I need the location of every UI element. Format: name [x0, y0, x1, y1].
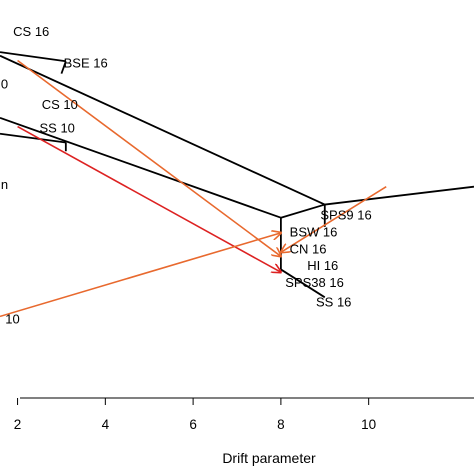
tree-edge-7	[60, 60, 67, 74]
migration-edge-0	[17, 59, 281, 256]
population-label-3: CS 10	[42, 97, 78, 112]
x-tick-label-3: 8	[277, 417, 285, 432]
migration-edges	[0, 59, 387, 318]
population-label-10: SPS38 16	[285, 275, 344, 290]
tree-edge-6	[0, 51, 66, 63]
tree-edge-8	[0, 132, 66, 144]
population-label-12: 10	[5, 312, 19, 327]
population-label-0: CS 16	[13, 24, 49, 39]
x-axis-ticks: 2 4 6 8 10	[14, 398, 376, 432]
tree-edges	[0, 51, 474, 299]
x-tick-label-2: 6	[189, 417, 197, 432]
tree-edge-2	[0, 116, 282, 219]
population-labels: CS 16 BSE 16 0 CS 10 SS 10 n SPS9 16 BSW 16 CN 1…	[1, 24, 372, 327]
population-label-11: SS 16	[316, 294, 351, 309]
population-label-9: HI 16	[307, 258, 338, 273]
x-tick-label-0: 2	[14, 417, 22, 432]
migration-edge-3	[281, 185, 387, 253]
migration-edge-1	[17, 125, 281, 273]
population-label-2: 0	[1, 76, 8, 91]
tree-edge-0	[0, 54, 326, 206]
tree-edge-1	[324, 185, 474, 206]
tree-edge-3	[280, 203, 326, 219]
x-tick-label-1: 4	[102, 417, 110, 432]
population-label-8: CN 16	[290, 242, 327, 257]
migration-edge-2	[0, 233, 281, 318]
x-tick-label-4: 10	[361, 417, 376, 432]
population-label-4: SS 10	[40, 121, 75, 136]
x-axis-title: Drift parameter	[222, 450, 316, 466]
population-label-7: BSW 16	[290, 224, 338, 239]
population-label-1: BSE 16	[64, 56, 108, 71]
population-label-6: SPS9 16	[320, 207, 371, 222]
tree-edge-5	[280, 268, 326, 299]
population-label-5: n	[1, 177, 8, 192]
